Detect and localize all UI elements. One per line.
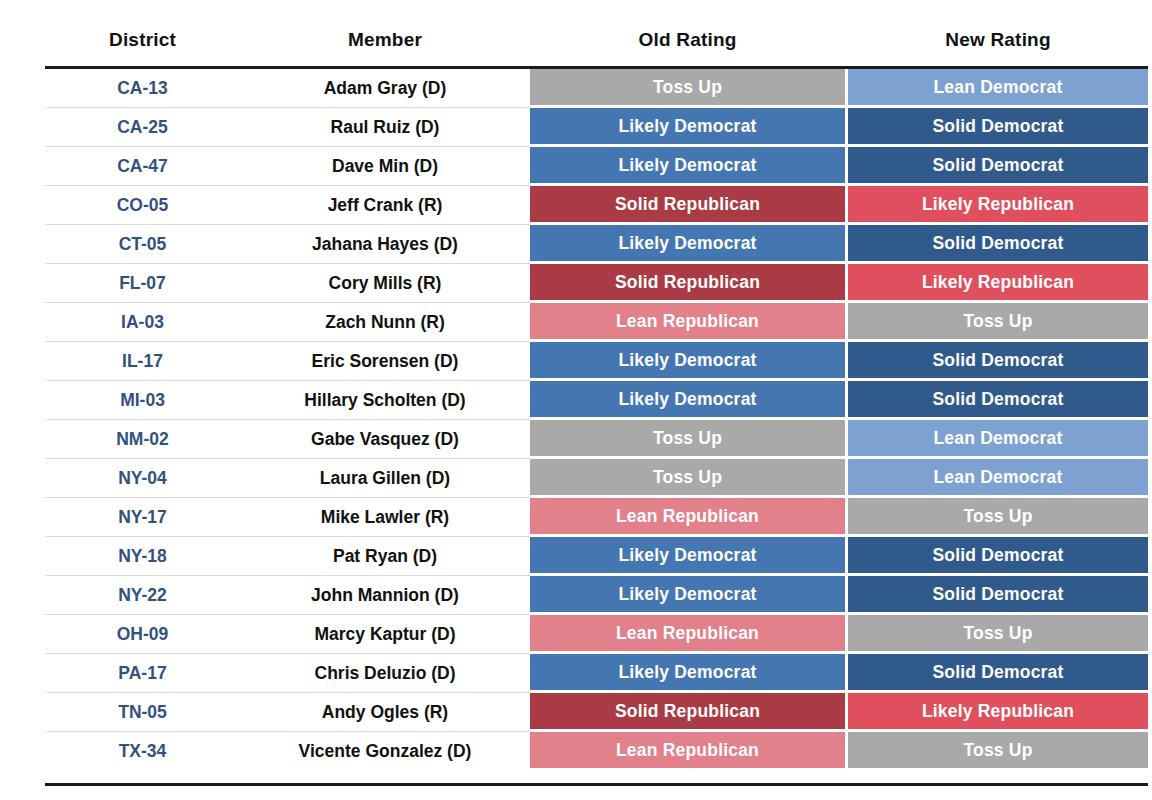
old-rating-badge: Lean Republican <box>530 615 845 651</box>
member-cell: Vicente Gonzalez (D) <box>240 732 530 771</box>
member-cell: Zach Nunn (R) <box>240 303 530 342</box>
old-rating-badge: Likely Democrat <box>530 147 845 183</box>
table-row: NY-22 John Mannion (D) Likely Democrat S… <box>45 576 1152 615</box>
column-header-member: Member <box>240 29 530 51</box>
new-rating-badge: Solid Democrat <box>848 537 1148 573</box>
member-cell: Dave Min (D) <box>240 147 530 186</box>
old-rating-badge: Solid Republican <box>530 186 845 222</box>
table-row: CT-05 Jahana Hayes (D) Likely Democrat S… <box>45 225 1152 264</box>
table-row: IL-17 Eric Sorensen (D) Likely Democrat … <box>45 342 1152 381</box>
old-rating-badge: Solid Republican <box>530 264 845 300</box>
old-rating-badge: Lean Republican <box>530 303 845 339</box>
district-cell: CT-05 <box>45 225 240 264</box>
member-cell: Jahana Hayes (D) <box>240 225 530 264</box>
old-rating-badge: Lean Republican <box>530 732 845 768</box>
old-rating-badge: Likely Democrat <box>530 108 845 144</box>
district-cell: NY-22 <box>45 576 240 615</box>
member-cell: Marcy Kaptur (D) <box>240 615 530 654</box>
old-rating-badge: Lean Republican <box>530 498 845 534</box>
old-rating-badge: Toss Up <box>530 420 845 456</box>
member-cell: Mike Lawler (R) <box>240 498 530 537</box>
old-rating-badge: Solid Republican <box>530 693 845 729</box>
member-cell: Jeff Crank (R) <box>240 186 530 225</box>
district-cell: NY-17 <box>45 498 240 537</box>
district-cell: IL-17 <box>45 342 240 381</box>
new-rating-badge: Solid Democrat <box>848 225 1148 261</box>
table-row: IA-03 Zach Nunn (R) Lean Republican Toss… <box>45 303 1152 342</box>
new-rating-badge: Likely Republican <box>848 186 1148 222</box>
district-cell: TN-05 <box>45 693 240 732</box>
table-row: NY-18 Pat Ryan (D) Likely Democrat Solid… <box>45 537 1152 576</box>
district-cell: NM-02 <box>45 420 240 459</box>
member-cell: Pat Ryan (D) <box>240 537 530 576</box>
new-rating-badge: Solid Democrat <box>848 108 1148 144</box>
district-cell: TX-34 <box>45 732 240 771</box>
member-cell: Laura Gillen (D) <box>240 459 530 498</box>
new-rating-badge: Toss Up <box>848 303 1148 339</box>
new-rating-badge: Solid Democrat <box>848 654 1148 690</box>
old-rating-badge: Toss Up <box>530 459 845 495</box>
district-cell: IA-03 <box>45 303 240 342</box>
new-rating-badge: Solid Democrat <box>848 147 1148 183</box>
district-cell: CA-47 <box>45 147 240 186</box>
member-cell: Adam Gray (D) <box>240 69 530 108</box>
table-row: NY-17 Mike Lawler (R) Lean Republican To… <box>45 498 1152 537</box>
member-cell: Andy Ogles (R) <box>240 693 530 732</box>
table-row: CO-05 Jeff Crank (R) Solid Republican Li… <box>45 186 1152 225</box>
member-cell: Gabe Vasquez (D) <box>240 420 530 459</box>
new-rating-badge: Likely Republican <box>848 693 1148 729</box>
old-rating-badge: Likely Democrat <box>530 654 845 690</box>
table-body: CA-13 Adam Gray (D) Toss Up Lean Democra… <box>45 69 1152 771</box>
table-row: PA-17 Chris Deluzio (D) Likely Democrat … <box>45 654 1152 693</box>
old-rating-badge: Likely Democrat <box>530 225 845 261</box>
column-header-old-rating: Old Rating <box>530 29 845 51</box>
table-row: MI-03 Hillary Scholten (D) Likely Democr… <box>45 381 1152 420</box>
table-row: CA-25 Raul Ruiz (D) Likely Democrat Soli… <box>45 108 1152 147</box>
district-cell: FL-07 <box>45 264 240 303</box>
district-cell: CA-13 <box>45 69 240 108</box>
new-rating-badge: Lean Democrat <box>848 420 1148 456</box>
table-row: TN-05 Andy Ogles (R) Solid Republican Li… <box>45 693 1152 732</box>
old-rating-badge: Likely Democrat <box>530 537 845 573</box>
old-rating-badge: Likely Democrat <box>530 381 845 417</box>
new-rating-badge: Lean Democrat <box>848 69 1148 105</box>
table-row: NY-04 Laura Gillen (D) Toss Up Lean Demo… <box>45 459 1152 498</box>
district-cell: CO-05 <box>45 186 240 225</box>
table-row: NM-02 Gabe Vasquez (D) Toss Up Lean Demo… <box>45 420 1152 459</box>
member-cell: John Mannion (D) <box>240 576 530 615</box>
new-rating-badge: Lean Democrat <box>848 459 1148 495</box>
old-rating-badge: Likely Democrat <box>530 342 845 378</box>
new-rating-badge: Toss Up <box>848 732 1148 768</box>
table-row: CA-47 Dave Min (D) Likely Democrat Solid… <box>45 147 1152 186</box>
member-cell: Chris Deluzio (D) <box>240 654 530 693</box>
district-cell: OH-09 <box>45 615 240 654</box>
table-row: CA-13 Adam Gray (D) Toss Up Lean Democra… <box>45 69 1152 108</box>
new-rating-badge: Solid Democrat <box>848 342 1148 378</box>
district-cell: MI-03 <box>45 381 240 420</box>
district-cell: PA-17 <box>45 654 240 693</box>
new-rating-badge: Toss Up <box>848 498 1148 534</box>
table-row: FL-07 Cory Mills (R) Solid Republican Li… <box>45 264 1152 303</box>
table-row: TX-34 Vicente Gonzalez (D) Lean Republic… <box>45 732 1152 771</box>
old-rating-badge: Likely Democrat <box>530 576 845 612</box>
column-header-new-rating: New Rating <box>848 29 1148 51</box>
member-cell: Raul Ruiz (D) <box>240 108 530 147</box>
member-cell: Cory Mills (R) <box>240 264 530 303</box>
bottom-divider <box>45 783 1148 786</box>
new-rating-badge: Solid Democrat <box>848 576 1148 612</box>
district-cell: CA-25 <box>45 108 240 147</box>
district-cell: NY-04 <box>45 459 240 498</box>
ratings-table: District Member Old Rating New Rating CA… <box>0 0 1152 786</box>
new-rating-badge: Solid Democrat <box>848 381 1148 417</box>
column-header-district: District <box>45 29 240 51</box>
member-cell: Eric Sorensen (D) <box>240 342 530 381</box>
old-rating-badge: Toss Up <box>530 69 845 105</box>
table-header-row: District Member Old Rating New Rating <box>45 0 1152 66</box>
table-row: OH-09 Marcy Kaptur (D) Lean Republican T… <box>45 615 1152 654</box>
district-cell: NY-18 <box>45 537 240 576</box>
new-rating-badge: Toss Up <box>848 615 1148 651</box>
member-cell: Hillary Scholten (D) <box>240 381 530 420</box>
new-rating-badge: Likely Republican <box>848 264 1148 300</box>
